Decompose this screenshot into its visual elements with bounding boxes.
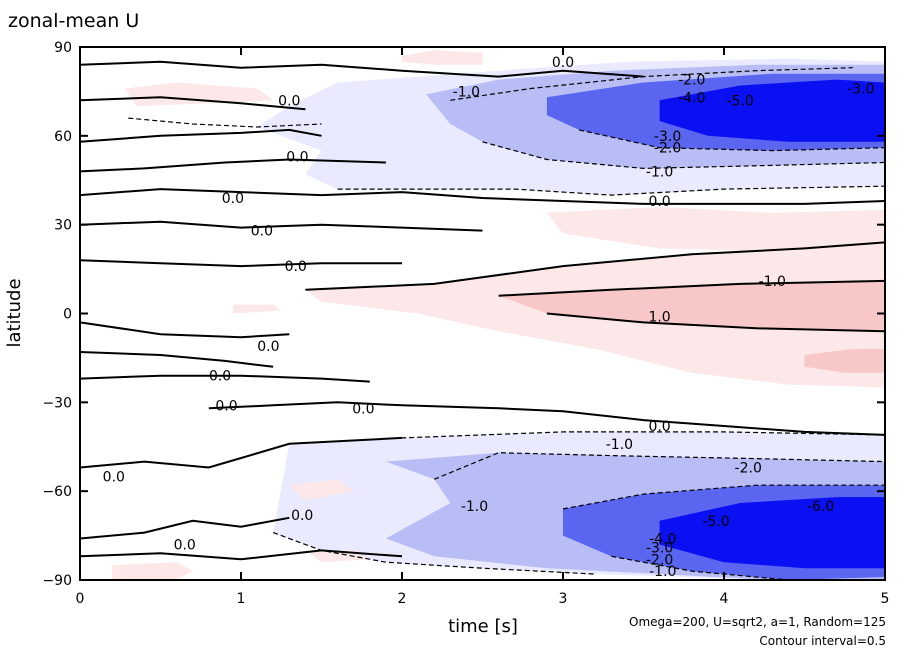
contour-dashed-22 [289,431,885,445]
region-pos_light-12 [125,82,274,107]
y-tick-label-5: 60 [54,129,72,145]
contour-label-20: 0.0 [352,401,374,417]
x-tick-label-3: 3 [559,591,568,607]
shaded-regions [112,50,885,580]
contour-solid-6 [208,401,885,436]
contour-label-24: 0.0 [103,469,125,485]
contour-solid-0 [80,188,885,205]
contour-label-29: 0.0 [174,538,196,554]
contour-label-32: -2.0 [646,552,673,568]
contour-dashed-21 [128,117,322,128]
contour-dashed-26 [272,532,596,575]
x-tick-label-1: 1 [237,591,246,607]
contour-label-15: -1.0 [759,274,786,290]
x-tick-label-2: 2 [398,591,407,607]
contour-lines [80,60,885,580]
y-tick-label-3: 0 [63,307,72,323]
contour-solid-8 [80,516,290,540]
parameter-note: Omega=200, U=sqrt2, a=1, Random=125 [629,615,886,629]
contour-label-4: -5.0 [726,93,753,109]
contour-label-5: -3.0 [847,82,874,98]
contour-solid-3 [80,321,290,339]
y-axis-label: latitude [4,278,25,347]
contour-label-2: -2.0 [678,73,705,89]
contour-label-8: -1.0 [646,164,673,180]
contour-label-7: -2.0 [654,141,681,157]
contour-labels: 0.0-1.0-2.0-4.0 -5.0-3.0-3.0-2.0-1.00.00.… [103,55,875,580]
region-pos_light-14 [112,562,193,580]
contour-label-9: 0.0 [278,93,300,109]
contour-dashed-20 [450,67,853,101]
contour-dashed-23 [433,452,885,480]
x-tick-label-4: 4 [720,591,729,607]
contour-dashed-19 [578,129,885,152]
contour-solid-10 [80,158,386,173]
contour-label-6: -3.0 [654,129,681,145]
contour-label-22: -1.0 [606,437,633,453]
contour-label-10: 0.0 [286,150,308,166]
contour-solid-5 [80,374,370,383]
region-pos_light-13 [402,50,483,65]
contour-solid-9 [80,549,403,561]
contour-label-19: 0.0 [215,398,237,414]
contour-label-18: 0.0 [209,369,231,385]
contour-label-30: -4.0 [649,532,676,548]
contour-label-25: -1.0 [461,499,488,515]
contour-dashed-17 [337,185,885,196]
x-axis-label: time [s] [448,616,518,637]
y-tick-label-1: −60 [42,484,72,500]
region-pos_mid-9 [498,280,885,332]
contour-label-1: -1.0 [453,84,480,100]
contour-label-31: -3.0 [646,540,673,556]
contour-dashed-24 [562,484,885,510]
region-pos_light-10 [546,206,885,252]
contour-interval-note: Contour interval=0.5 [759,634,886,648]
contour-label-21: 0.0 [648,419,670,435]
contour-solid-15 [498,279,885,297]
x-tick-label-0: 0 [76,591,85,607]
contour-solid-14 [305,241,885,291]
x-axis-ticks: 0 1 2 3 4 5 [76,47,890,607]
contour-solid-1 [80,220,483,232]
contour-dashed-25 [611,555,789,580]
contour-label-0: 0.0 [552,55,574,71]
contour-label-11: 0.0 [222,191,244,207]
x-tick-label-5: 5 [881,591,890,607]
region-neg_deep-3 [659,79,885,142]
y-tick-label-0: −90 [42,573,72,589]
chart-title: zonal-mean U [8,10,139,32]
contour-label-28: -6.0 [807,499,834,515]
contour-label-33: -1.0 [649,564,676,580]
contour-label-14: 0.0 [648,194,670,210]
contour-solid-16 [546,312,885,333]
y-tick-label-6: 90 [54,40,72,56]
y-axis-ticks: −90 −60 −30 0 30 60 90 [42,40,885,589]
contour-dashed-18 [482,141,885,170]
contour-solid-12 [80,96,306,111]
contour-label-23: -2.0 [735,461,762,477]
contour-label-17: 0.0 [257,339,279,355]
contour-label-13: 0.0 [285,259,307,275]
y-tick-label-2: −30 [42,395,72,411]
contour-solid-4 [80,351,274,368]
region-pos_light-15 [289,479,354,501]
region-neg_deep-7 [659,497,885,569]
contour-label-26: 0.0 [291,508,313,524]
region-pos_mid-11 [804,349,885,373]
region-pos_light-17 [232,304,282,314]
contour-label-27: -5.0 [702,514,729,530]
contour-solid-2 [80,259,402,268]
contour-solid-7 [80,436,403,469]
contour-label-3: -4.0 [678,90,705,106]
y-tick-label-4: 30 [54,218,72,234]
contour-solid-11 [80,128,322,143]
contour-label-16: 1.0 [648,310,670,326]
contour-solid-13 [80,60,644,78]
contour-label-12: 0.0 [251,224,273,240]
